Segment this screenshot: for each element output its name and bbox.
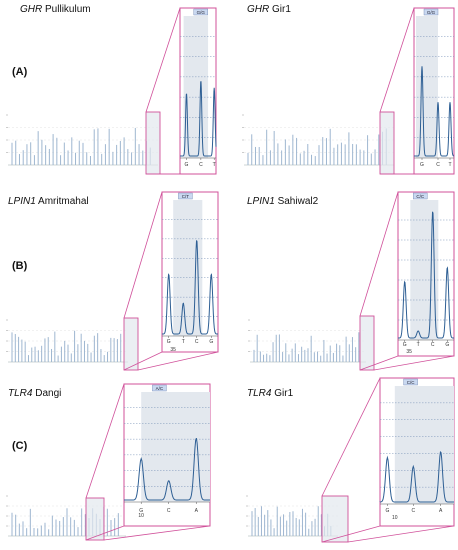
zoom-connector bbox=[321, 377, 381, 497]
gene-name: LPIN1 bbox=[247, 196, 275, 207]
selection-box bbox=[123, 317, 139, 371]
marker-label: G bbox=[420, 162, 424, 168]
genotype-badge bbox=[178, 192, 193, 200]
gene-name: LPIN1 bbox=[8, 196, 36, 207]
breed-name: Gir1 bbox=[272, 4, 291, 15]
panel-title-b1: LPIN1 Amritmahal bbox=[8, 196, 89, 207]
zoom-connector bbox=[359, 191, 399, 317]
panel-title-c1: TLR4 Dangi bbox=[8, 388, 61, 399]
genotype-badge-label: C/C bbox=[407, 380, 416, 385]
marker-label: C bbox=[195, 339, 199, 345]
panel-title-a1: GHR Pullikulum bbox=[20, 4, 91, 15]
marker-label: C bbox=[436, 162, 440, 168]
selection-box bbox=[321, 495, 349, 543]
position-label: 35 bbox=[406, 349, 412, 355]
zoom-shaded-region bbox=[183, 16, 209, 158]
panel-title-c2: TLR4 Gir1 bbox=[247, 388, 293, 399]
genotype-badge bbox=[152, 384, 167, 392]
zoom-connector bbox=[137, 351, 219, 371]
row-letter-a: (A) bbox=[12, 66, 28, 78]
marker-label: G bbox=[445, 342, 449, 348]
selection-box bbox=[359, 315, 375, 371]
marker-label: G bbox=[385, 508, 389, 514]
peak-trace bbox=[414, 66, 455, 157]
zoom-shaded-region bbox=[416, 16, 438, 158]
genotype-badge-label: C/T bbox=[182, 194, 190, 199]
selection-box bbox=[145, 111, 161, 175]
zoom-connector bbox=[379, 7, 415, 113]
genotype-badge bbox=[193, 8, 209, 16]
genotype-badge-label: C/C bbox=[416, 194, 425, 199]
peak-trace bbox=[379, 451, 454, 503]
genotype-badge bbox=[423, 8, 439, 16]
row-letter-b: (B) bbox=[12, 260, 28, 272]
genotype-badge-label: A/C bbox=[156, 386, 164, 391]
genotype-badge bbox=[403, 378, 418, 386]
selection-box bbox=[379, 111, 395, 175]
marker-label: C bbox=[167, 508, 171, 514]
panel-title-b2: LPIN1 Sahiwal2 bbox=[247, 196, 318, 207]
marker-label: A bbox=[195, 508, 199, 514]
breed-name: Pullikulum bbox=[45, 4, 91, 15]
zoom-connector bbox=[359, 355, 399, 371]
zoom-connector bbox=[321, 525, 381, 543]
gene-name: TLR4 bbox=[8, 388, 33, 399]
peak-trace bbox=[162, 240, 218, 335]
marker-label: T bbox=[213, 162, 216, 168]
position-label: 10 bbox=[392, 515, 398, 521]
position-label: 35 bbox=[170, 347, 176, 353]
marker-label: G bbox=[403, 342, 407, 348]
peak-trace bbox=[180, 81, 217, 157]
breed-name: Dangi bbox=[35, 388, 62, 399]
gene-name: TLR4 bbox=[247, 388, 272, 399]
breed-name: Gir1 bbox=[274, 388, 294, 399]
genotype-badge bbox=[413, 192, 428, 200]
marker-label: A bbox=[439, 508, 443, 514]
breed-name: Sahiwal2 bbox=[277, 196, 319, 207]
zoom-connector bbox=[123, 191, 163, 319]
zoom-connector bbox=[103, 525, 211, 541]
marker-label: C bbox=[431, 342, 435, 348]
zoom-shaded-region bbox=[394, 386, 454, 504]
marker-label: G bbox=[185, 162, 189, 168]
position-label: 10 bbox=[138, 513, 144, 519]
marker-label: T bbox=[417, 342, 420, 348]
marker-label: T bbox=[182, 339, 185, 345]
gene-name: GHR bbox=[247, 4, 270, 15]
peak-trace bbox=[398, 211, 454, 339]
zoom-shaded-region bbox=[141, 392, 210, 502]
marker-label: G bbox=[167, 339, 171, 345]
panel-title-a2: GHR Gir1 bbox=[247, 4, 291, 15]
genotype-badge-label: G/G bbox=[197, 10, 206, 15]
zoom-connector bbox=[145, 7, 181, 113]
marker-label: C bbox=[199, 162, 203, 168]
marker-label: C bbox=[411, 508, 415, 514]
genotype-badge-label: G/G bbox=[427, 10, 436, 15]
zoom-connector bbox=[85, 525, 125, 541]
marker-label: G bbox=[209, 339, 213, 345]
zoom-connector bbox=[373, 355, 455, 371]
breed-name: Amritmahal bbox=[38, 196, 89, 207]
zoom-connector bbox=[347, 525, 455, 543]
zoom-connector bbox=[85, 383, 125, 499]
marker-label: T bbox=[448, 162, 451, 168]
zoom-connector bbox=[123, 351, 163, 371]
peak-trace bbox=[124, 437, 210, 501]
row-letter-c: (C) bbox=[12, 440, 28, 452]
marker-label: G bbox=[139, 508, 143, 514]
selection-box bbox=[85, 497, 105, 541]
gene-name: GHR bbox=[20, 4, 43, 15]
